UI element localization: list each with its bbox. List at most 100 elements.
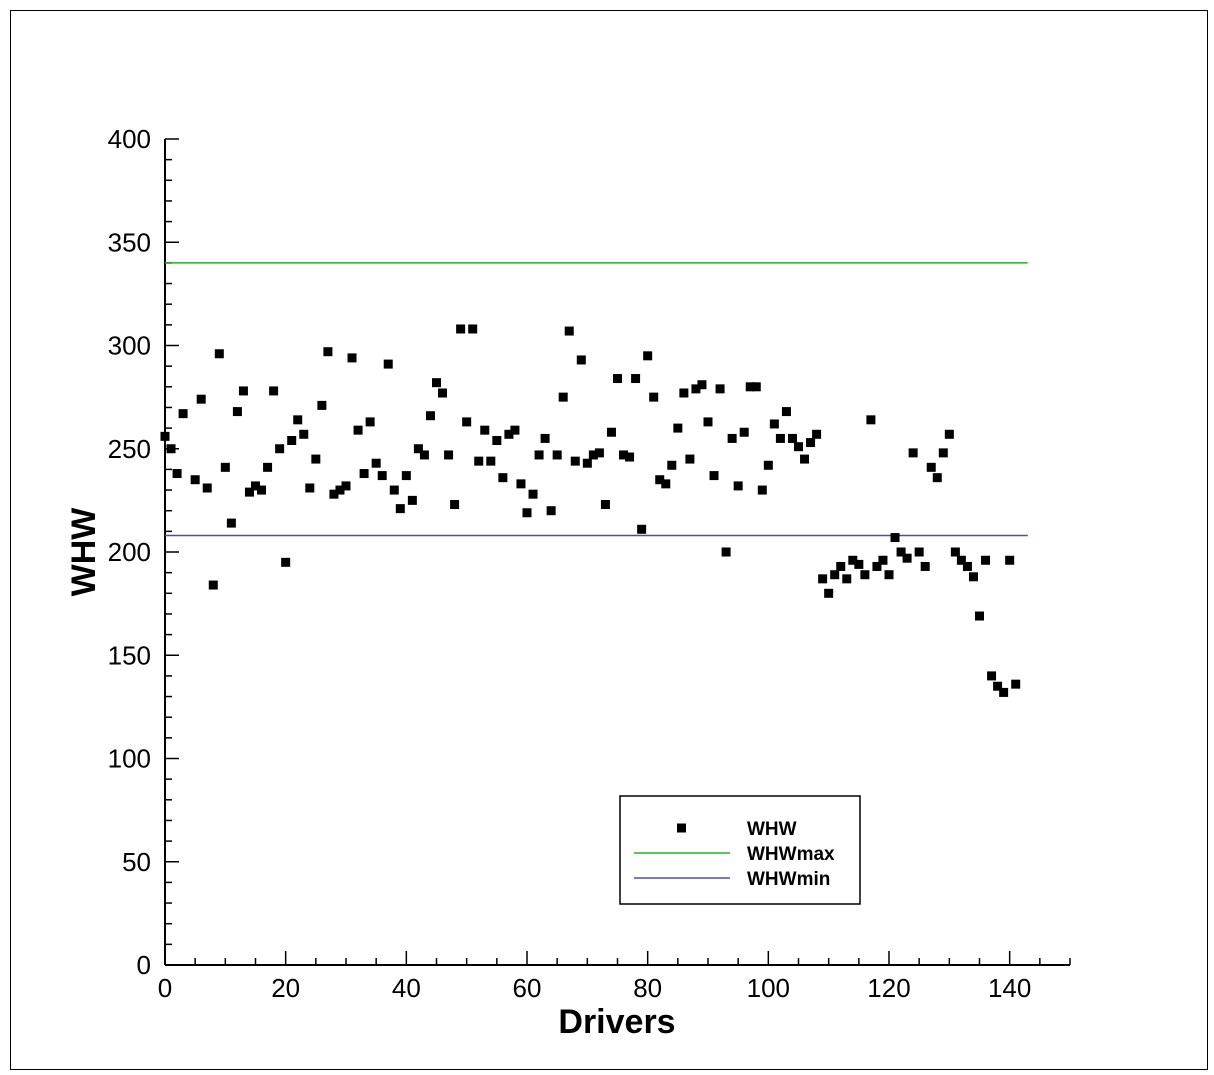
data-point <box>920 561 930 571</box>
data-point <box>287 435 297 445</box>
data-point <box>534 450 544 460</box>
data-point <box>787 433 797 443</box>
data-point <box>944 429 954 439</box>
data-point <box>625 452 635 462</box>
x-tick-label: 140 <box>988 973 1031 1003</box>
data-point <box>178 409 188 419</box>
data-point <box>745 382 755 392</box>
x-tick-label: 60 <box>513 973 542 1003</box>
data-point <box>685 454 695 464</box>
data-point <box>721 547 731 557</box>
data-point <box>673 423 683 433</box>
data-point <box>522 508 532 518</box>
data-point <box>166 444 176 454</box>
data-point <box>950 547 960 557</box>
data-point <box>975 611 984 621</box>
data-point <box>401 471 411 481</box>
data-point <box>299 429 309 439</box>
data-point <box>335 485 345 495</box>
data-point <box>504 429 514 439</box>
data-point <box>981 555 991 565</box>
y-tick-label: 0 <box>137 950 151 980</box>
data-point <box>341 481 351 491</box>
data-point <box>775 433 785 443</box>
data-point <box>606 427 616 437</box>
data-point <box>311 454 321 464</box>
data-point <box>413 444 423 454</box>
data-point <box>962 561 972 571</box>
data-point <box>884 570 894 580</box>
data-point <box>444 450 454 460</box>
data-point <box>468 324 478 334</box>
data-point <box>769 419 779 429</box>
data-point <box>540 433 550 443</box>
data-point <box>238 386 248 396</box>
y-tick-label: 250 <box>108 434 151 464</box>
data-point <box>269 386 279 396</box>
data-point <box>661 479 671 489</box>
data-point <box>914 547 924 557</box>
data-point <box>558 392 568 402</box>
data-point <box>631 374 641 384</box>
data-point <box>842 574 852 584</box>
x-tick-label: 100 <box>747 973 790 1003</box>
data-point <box>818 574 828 584</box>
y-tick-label: 350 <box>108 227 151 257</box>
data-point <box>492 435 502 445</box>
data-point <box>305 483 315 493</box>
data-point <box>679 388 689 398</box>
data-point <box>425 411 435 421</box>
data-point <box>220 462 230 472</box>
data-point <box>637 524 647 534</box>
data-point <box>510 425 520 435</box>
data-point <box>353 425 363 435</box>
data-point <box>474 456 484 466</box>
data-point <box>600 500 610 510</box>
data-point <box>546 506 556 516</box>
data-point <box>655 475 665 485</box>
data-point <box>359 469 369 479</box>
data-point <box>926 462 936 472</box>
data-point <box>794 442 803 452</box>
data-point <box>552 450 562 460</box>
data-point <box>836 561 846 571</box>
data-point <box>576 355 586 365</box>
data-point <box>564 326 574 336</box>
data-point <box>938 448 948 458</box>
data-point <box>347 353 357 363</box>
legend-label: WHWmin <box>747 869 830 890</box>
data-point <box>263 462 273 472</box>
data-point <box>383 359 393 369</box>
y-tick-label: 50 <box>122 847 151 877</box>
data-point <box>456 324 466 334</box>
data-point <box>208 580 218 590</box>
data-point <box>830 570 840 580</box>
data-point <box>244 487 254 497</box>
data-point <box>323 347 333 357</box>
data-point <box>691 384 701 394</box>
data-point <box>395 504 405 514</box>
data-point <box>751 382 761 392</box>
data-point <box>377 471 387 481</box>
data-point <box>389 485 399 495</box>
data-point <box>232 407 242 417</box>
legend-box <box>619 795 861 905</box>
data-point <box>697 380 707 390</box>
legend-label: WHW <box>747 819 797 840</box>
data-point <box>763 460 773 470</box>
data-point <box>727 433 737 443</box>
data-point <box>619 450 629 460</box>
data-point <box>480 425 490 435</box>
y-tick-label: 100 <box>108 744 151 774</box>
data-point <box>214 349 224 359</box>
x-tick-label: 0 <box>158 973 172 1003</box>
legend-label: WHWmax <box>747 844 835 865</box>
data-point <box>739 427 749 437</box>
data-point <box>896 547 906 557</box>
data-point <box>275 444 285 454</box>
data-point <box>824 588 834 598</box>
data-point <box>257 485 267 495</box>
data-point <box>878 555 888 565</box>
y-tick-label: 150 <box>108 640 151 670</box>
x-tick-label: 40 <box>392 973 421 1003</box>
